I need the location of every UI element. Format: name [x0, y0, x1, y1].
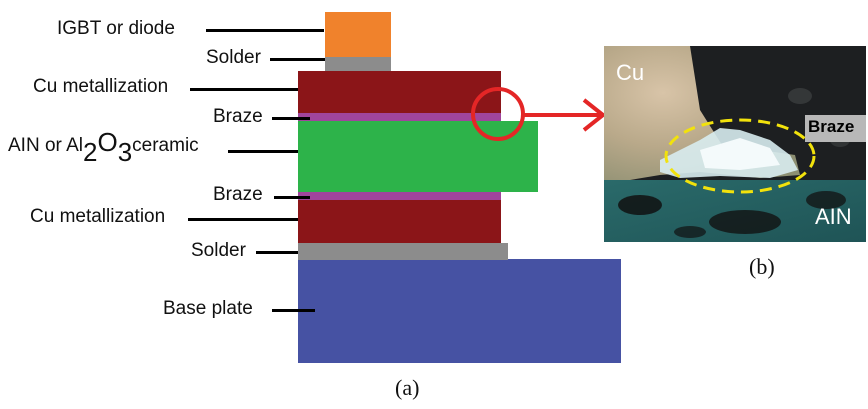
ceramic-sub-2: 3	[117, 137, 133, 167]
leader-cu-bottom	[188, 218, 298, 221]
leader-solder-bottom	[256, 251, 298, 254]
leader-solder-top	[270, 58, 325, 61]
leader-cu-top	[190, 88, 298, 91]
leader-braze-bottom	[274, 196, 310, 199]
top-solder-layer	[325, 57, 391, 71]
bottom-braze-layer	[298, 192, 501, 200]
caption-a: (a)	[395, 375, 420, 400]
label-braze-top: Braze	[213, 106, 263, 127]
dashed-highlight	[664, 118, 816, 194]
micrograph-label-braze: Braze	[808, 117, 855, 136]
bottom-cu-layer	[298, 200, 501, 243]
label-solder-bottom: Solder	[191, 240, 246, 261]
label-igbt: IGBT or diode	[57, 18, 175, 39]
label-base: Base plate	[163, 298, 253, 319]
micrograph-label-cu: Cu	[616, 60, 645, 85]
caption-b: (b)	[749, 254, 775, 279]
base-plate	[298, 259, 621, 363]
leader-igbt	[206, 29, 324, 32]
ceramic-layer	[298, 121, 538, 192]
top-cu-layer	[298, 71, 501, 113]
leader-base	[272, 309, 315, 312]
ceramic-text-1: AIN or Al	[8, 135, 83, 156]
leader-braze-top	[272, 117, 310, 120]
label-cu-top: Cu metallization	[33, 76, 169, 97]
label-braze-bottom: Braze	[213, 184, 263, 205]
bottom-solder-layer	[298, 243, 508, 260]
micrograph-label-aln: AIN	[815, 204, 852, 229]
ceramic-text-3: ceramic	[132, 135, 199, 156]
label-ceramic: AIN or Al2O3ceramic	[8, 129, 199, 165]
ceramic-text-2: O	[97, 127, 118, 157]
leader-ceramic	[228, 150, 298, 153]
micrograph	[604, 46, 866, 242]
label-solder-top: Solder	[206, 47, 261, 68]
label-cu-bottom: Cu metallization	[30, 206, 166, 227]
top-braze-layer	[298, 113, 501, 121]
chip	[325, 12, 391, 57]
ceramic-sub-1: 2	[82, 137, 98, 167]
arrow-head	[582, 98, 607, 132]
